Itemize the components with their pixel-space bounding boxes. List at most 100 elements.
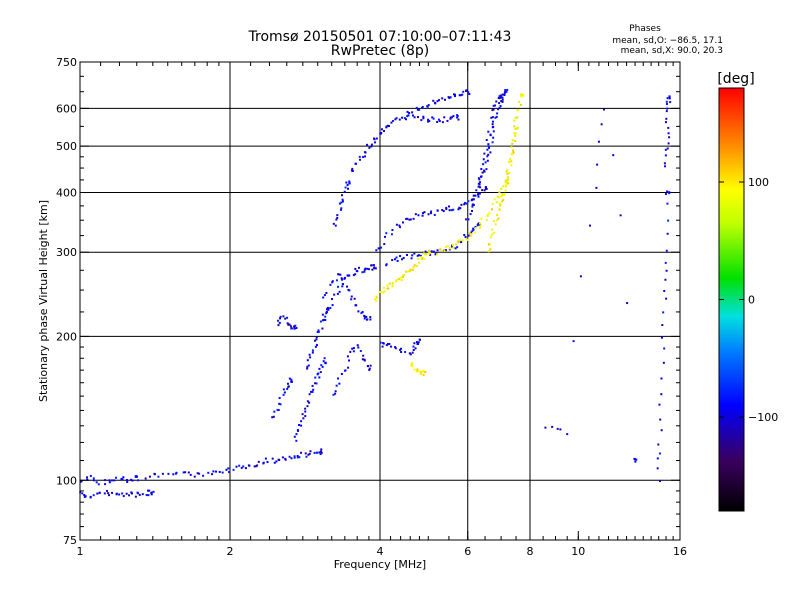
o-mode-point bbox=[487, 153, 490, 156]
o-mode-point bbox=[314, 345, 317, 348]
o-mode-point bbox=[289, 325, 292, 328]
x-mode-point bbox=[411, 268, 414, 271]
o-mode-point bbox=[499, 104, 502, 107]
x-mode-point bbox=[405, 270, 408, 273]
o-mode-point bbox=[363, 359, 366, 362]
x-mode-point bbox=[411, 365, 414, 368]
x-mode-point bbox=[412, 266, 415, 269]
x-mode-point bbox=[511, 142, 514, 145]
o-mode-point bbox=[665, 269, 668, 272]
o-mode-point bbox=[374, 267, 377, 270]
x-mode-point bbox=[520, 95, 523, 98]
o-mode-point bbox=[207, 471, 210, 474]
o-mode-point bbox=[433, 213, 436, 216]
y-axis-ticks: 75 100 200 300 400 500 600 750 bbox=[56, 56, 680, 547]
x-mode-point bbox=[468, 232, 471, 235]
o-mode-point bbox=[320, 451, 323, 454]
o-mode-point bbox=[92, 494, 95, 497]
o-mode-point bbox=[480, 175, 483, 178]
o-mode-point bbox=[666, 97, 669, 100]
o-mode-point bbox=[326, 307, 329, 310]
o-mode-point bbox=[485, 138, 488, 141]
x-mode-point bbox=[489, 243, 492, 246]
o-mode-point bbox=[373, 137, 376, 140]
o-mode-point bbox=[472, 203, 475, 206]
o-mode-point bbox=[501, 98, 504, 101]
o-mode-point bbox=[348, 359, 351, 362]
x-mode-point bbox=[455, 243, 458, 246]
o-mode-point bbox=[157, 475, 160, 478]
o-mode-point bbox=[445, 206, 448, 209]
o-mode-point bbox=[501, 100, 504, 103]
o-mode-point bbox=[126, 479, 129, 482]
o-mode-point bbox=[657, 443, 660, 446]
o-mode-point bbox=[361, 358, 364, 361]
o-mode-point bbox=[388, 125, 391, 128]
o-mode-point bbox=[83, 494, 86, 497]
o-mode-point bbox=[372, 264, 375, 267]
o-mode-point bbox=[115, 492, 118, 495]
o-mode-point bbox=[667, 132, 670, 135]
o-mode-point bbox=[391, 119, 394, 122]
o-mode-point bbox=[141, 493, 144, 496]
x-mode-point bbox=[488, 212, 491, 215]
o-mode-point bbox=[322, 360, 325, 363]
o-mode-point bbox=[253, 465, 256, 468]
o-mode-point bbox=[430, 250, 433, 253]
o-mode-point bbox=[504, 89, 507, 92]
x-mode-point bbox=[493, 198, 496, 201]
o-mode-point bbox=[335, 384, 338, 387]
o-mode-point bbox=[329, 283, 332, 286]
o-mode-point bbox=[390, 233, 393, 236]
o-mode-point bbox=[666, 147, 669, 150]
o-mode-point bbox=[441, 121, 444, 124]
o-mode-point bbox=[368, 146, 371, 149]
o-mode-point bbox=[304, 407, 307, 410]
x-mode-point bbox=[386, 284, 389, 287]
o-mode-point bbox=[596, 163, 599, 166]
o-mode-point bbox=[221, 471, 224, 474]
x-mode-point bbox=[507, 179, 510, 182]
o-mode-point bbox=[417, 341, 420, 344]
o-mode-point bbox=[313, 339, 316, 342]
x-mode-point bbox=[411, 362, 414, 365]
o-mode-point bbox=[137, 479, 140, 482]
x-mode-point bbox=[418, 261, 421, 264]
x-mode-point bbox=[459, 239, 462, 242]
o-mode-point bbox=[290, 380, 293, 383]
x-mode-point bbox=[520, 93, 523, 96]
o-mode-point bbox=[492, 108, 495, 111]
o-mode-point bbox=[348, 289, 351, 292]
o-mode-point bbox=[421, 214, 424, 217]
y-tick-label: 500 bbox=[56, 140, 77, 153]
o-mode-point bbox=[288, 323, 291, 326]
stats-line-x: mean, sd,X: 90.0, 20.3 bbox=[621, 46, 723, 56]
x-tick-label: 2 bbox=[227, 545, 234, 558]
x-mode-point bbox=[421, 257, 424, 260]
o-mode-point bbox=[662, 311, 665, 314]
o-mode-point bbox=[266, 461, 269, 464]
o-mode-point bbox=[471, 204, 474, 207]
o-mode-point bbox=[422, 117, 425, 120]
o-mode-point bbox=[600, 123, 603, 126]
o-mode-point bbox=[399, 226, 402, 229]
o-mode-point bbox=[306, 400, 309, 403]
x-mode-point bbox=[403, 273, 406, 276]
o-mode-point bbox=[308, 452, 311, 455]
o-mode-point bbox=[659, 418, 662, 421]
o-mode-point bbox=[664, 121, 667, 124]
o-mode-point bbox=[358, 155, 361, 158]
o-mode-point bbox=[559, 428, 562, 431]
o-mode-point bbox=[454, 93, 457, 96]
o-mode-point bbox=[386, 342, 389, 345]
x-mode-point bbox=[423, 257, 426, 260]
o-mode-point bbox=[413, 252, 416, 255]
o-mode-point bbox=[346, 355, 349, 358]
o-mode-point bbox=[478, 178, 481, 181]
o-mode-point bbox=[448, 97, 451, 100]
x-mode-point bbox=[498, 196, 501, 199]
x-mode-point bbox=[417, 257, 420, 260]
o-mode-point bbox=[491, 126, 494, 129]
o-mode-point bbox=[355, 270, 358, 273]
o-mode-point bbox=[498, 95, 501, 98]
